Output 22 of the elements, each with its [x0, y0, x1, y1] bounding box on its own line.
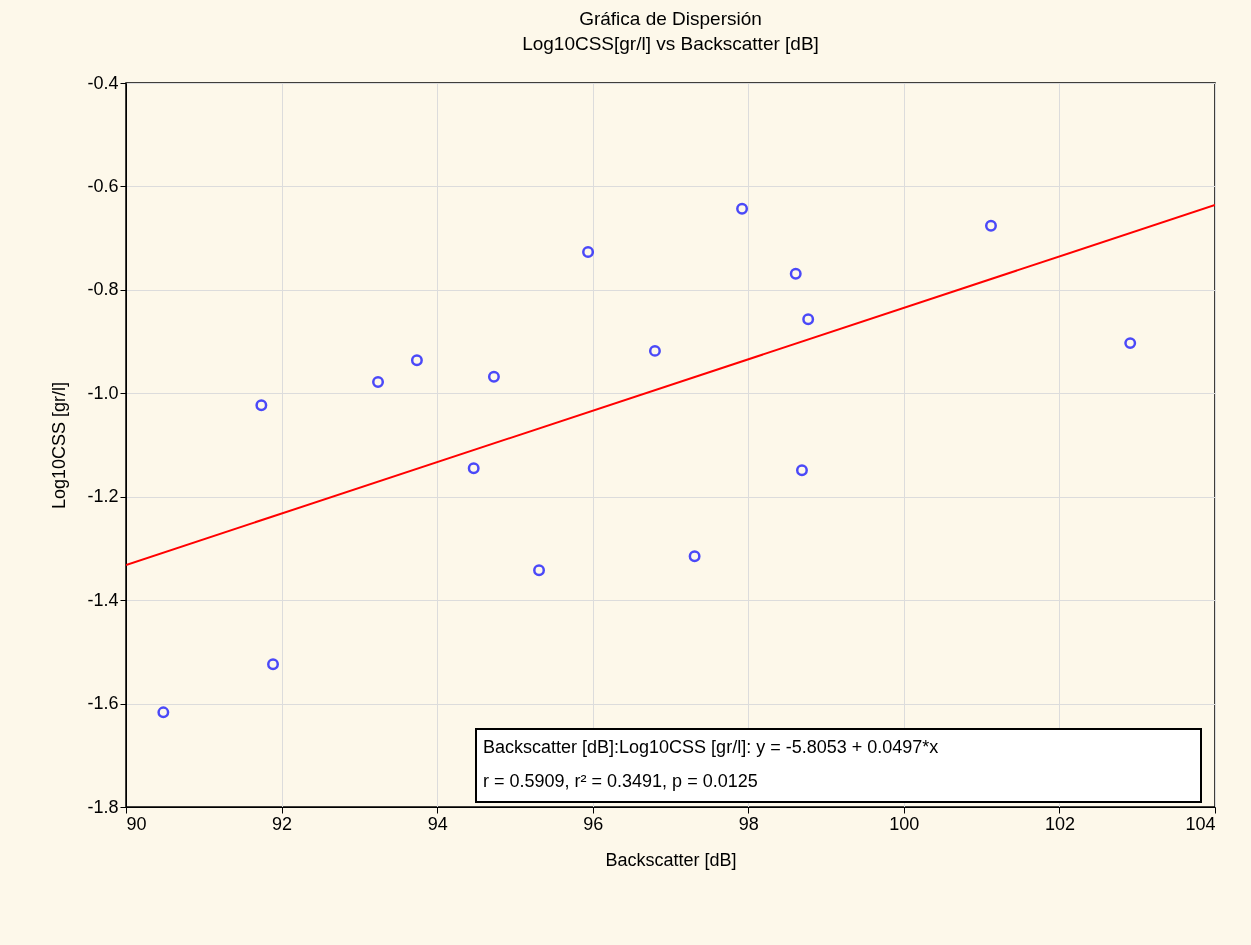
- x-tick-label: 98: [738, 813, 759, 834]
- y-tick-label: -1.2: [87, 486, 119, 507]
- x-tick-label: 90: [126, 813, 147, 834]
- y-tick-label: -0.8: [87, 279, 119, 300]
- x-axis-title: Backscatter [dB]: [605, 849, 737, 870]
- annotation: r = 0.5909, r² = 0.3491, p = 0.0125: [483, 771, 758, 791]
- y-tick-label: -1.8: [87, 796, 119, 817]
- y-axis-title: Log10CSS [gr/l]: [49, 381, 70, 510]
- chart-title: Gráfica de Dispersión: [579, 8, 762, 29]
- x-tick-label: 96: [583, 813, 604, 834]
- annotation: Backscatter [dB]:Log10CSS [gr/l]: y = -5.8053 + 0.0497*x: [483, 737, 939, 757]
- y-tick-label: -0.4: [87, 72, 119, 93]
- x-tick-label: 102: [1044, 813, 1075, 834]
- x-tick-label: 92: [272, 813, 293, 834]
- x-tick-label: 100: [889, 813, 920, 834]
- y-tick-label: -0.6: [87, 175, 119, 196]
- chart-subtitle: Log10CSS[gr/l] vs Backscatter [dB]: [522, 33, 819, 54]
- x-tick-label: 94: [427, 813, 448, 834]
- y-tick-label: -1.6: [87, 693, 119, 714]
- x-tick-label: 104: [1185, 813, 1216, 834]
- y-tick-label: -1.4: [87, 589, 119, 610]
- y-tick-label: -1.0: [87, 382, 119, 403]
